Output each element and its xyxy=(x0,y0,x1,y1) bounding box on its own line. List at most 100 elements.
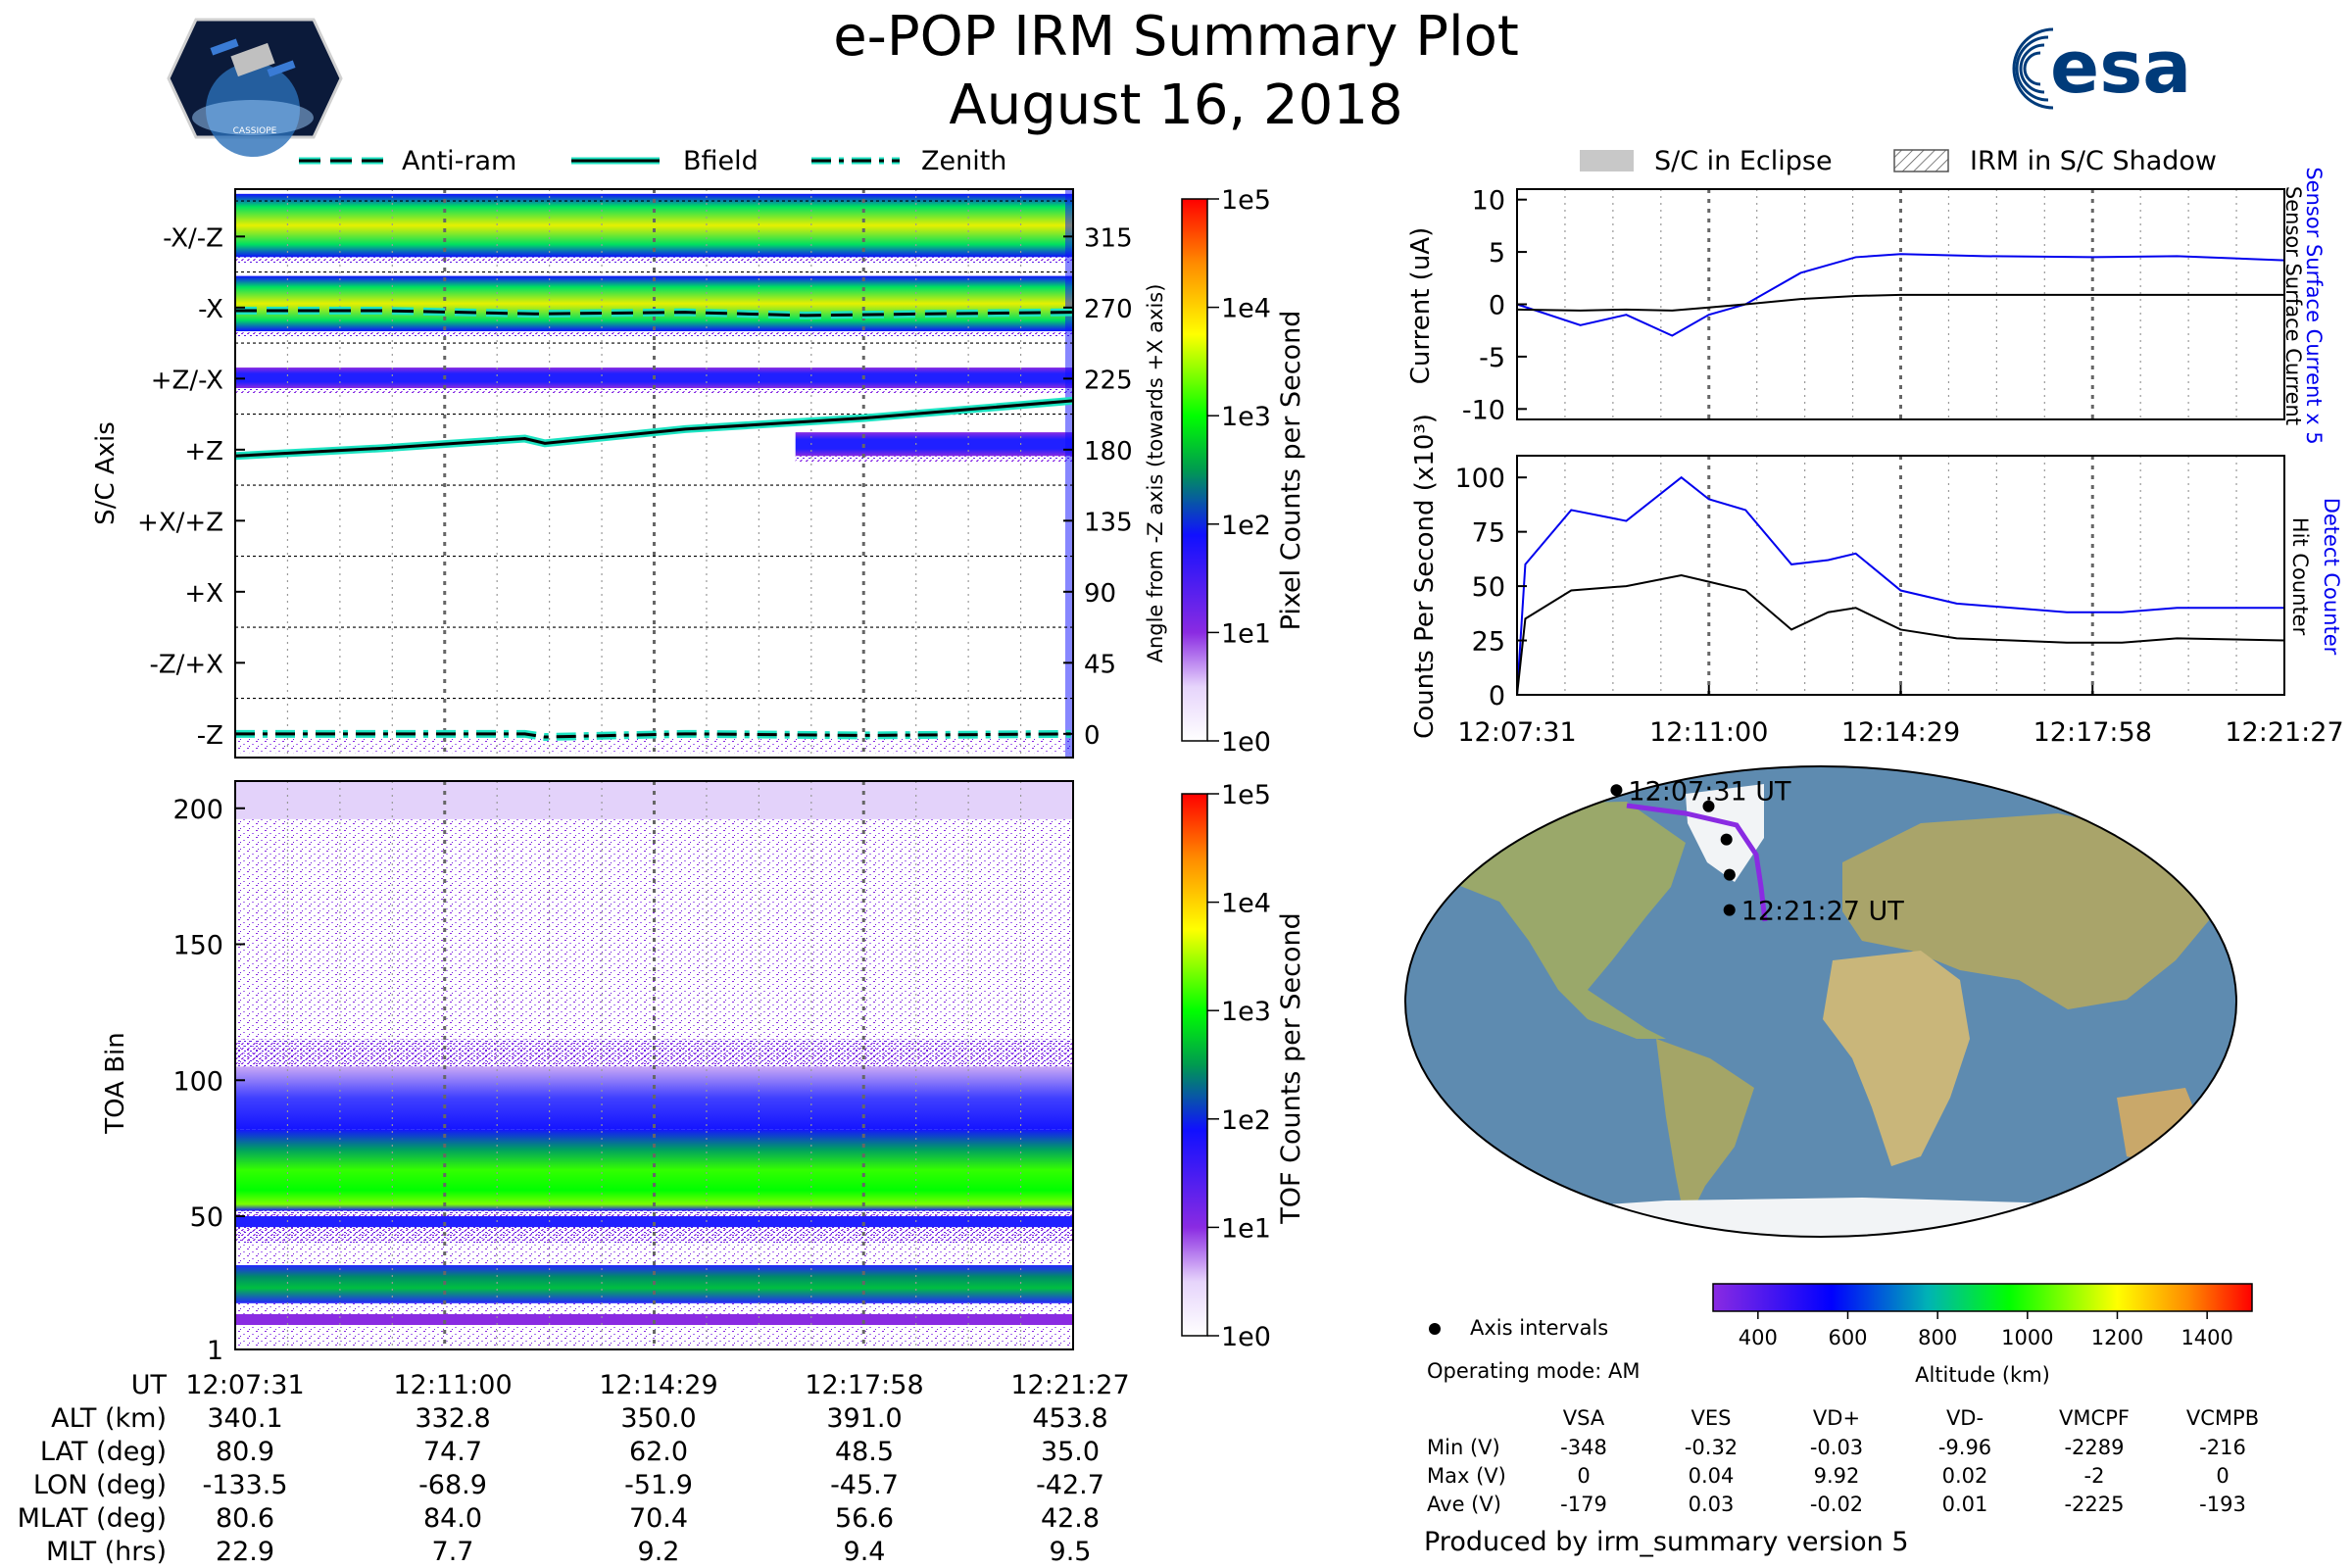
colorbar-tick-label: 1e3 xyxy=(1221,402,1271,432)
legend-bfield: Bfield xyxy=(683,146,759,176)
pixel-category-label: -Z/+X xyxy=(149,650,223,679)
voltage-cell: -0.03 xyxy=(1810,1436,1863,1459)
operating-mode: Operating mode: AM xyxy=(1427,1359,1640,1383)
pixel-category-label: -X xyxy=(198,295,223,324)
tof-lowest-band xyxy=(235,1313,1073,1326)
orbit-marker-4 xyxy=(1723,904,1736,916)
y-tick-label: 75 xyxy=(1472,518,1505,549)
voltage-cell: -0.02 xyxy=(1810,1493,1863,1516)
counter-x-tick-label: 12:07:31 xyxy=(1457,717,1576,748)
pixel-angle-tick-label: 180 xyxy=(1084,437,1133,466)
pixel-panel-ylabel: S/C Axis xyxy=(91,421,121,525)
series-sensor-surface-current-x-5 xyxy=(1516,253,2285,337)
voltage-cell: 0 xyxy=(1577,1464,1590,1488)
ut-tick-label: 12:11:00 xyxy=(393,1370,512,1400)
voltage-col-header: VD+ xyxy=(1813,1406,1860,1430)
ephem-cell: 80.6 xyxy=(216,1503,274,1534)
map-africa xyxy=(1823,951,1970,1166)
voltage-cell: 9.92 xyxy=(1814,1464,1860,1488)
pixel-panel-y2label: Angle from -Z axis (towards +X axis) xyxy=(1144,284,1167,663)
pixel-category-label: -X/-Z xyxy=(163,223,223,253)
pixel-angle-tick-label: 135 xyxy=(1084,508,1133,537)
trace-zenith xyxy=(235,732,1073,739)
counter-x-tick-label: 12:21:27 xyxy=(2225,717,2343,748)
axis-intervals-label: Axis intervals xyxy=(1470,1316,1608,1340)
pixel-band-edge-1 xyxy=(235,331,1073,337)
ephem-cell: 22.9 xyxy=(216,1537,274,1567)
ephem-cell: 391.0 xyxy=(826,1403,902,1434)
ephem-cell: 35.0 xyxy=(1041,1437,1100,1467)
ephem-cell: 9.4 xyxy=(844,1537,886,1567)
voltage-cell: -348 xyxy=(1560,1436,1607,1459)
ut-tick-label: 12:21:27 xyxy=(1010,1370,1129,1400)
pixel-angle-tick-label: 225 xyxy=(1084,366,1133,395)
ephem-cell: 340.1 xyxy=(207,1403,282,1434)
tof-colorbar-label: TOF Counts per Second xyxy=(1276,912,1306,1225)
ephem-cell: 62.0 xyxy=(629,1437,688,1467)
pixel-angle-tick-label: 90 xyxy=(1084,579,1116,609)
altitude-tick-label: 1200 xyxy=(2091,1326,2143,1349)
orbit-track xyxy=(1626,803,1768,922)
y-tick-label: 0 xyxy=(1489,681,1505,711)
ut-tick-label: 12:14:29 xyxy=(599,1370,717,1400)
esa-logo-text: esa xyxy=(2050,25,2191,110)
y-tick-label: 25 xyxy=(1472,627,1505,658)
ut-tick-label: 12:17:58 xyxy=(805,1370,923,1400)
voltage-cell: 0.02 xyxy=(1942,1464,1988,1488)
map-legend: Axis intervals Operating mode: AM xyxy=(1427,1316,1640,1383)
pixel-category-label: +X xyxy=(184,579,223,609)
axis-interval-marker-icon xyxy=(1429,1323,1441,1335)
tof-band-0 xyxy=(235,1129,1073,1211)
ephem-cell: 9.2 xyxy=(638,1537,680,1567)
trace-bfield xyxy=(235,399,1073,458)
voltage-col-header: VES xyxy=(1691,1406,1732,1430)
pixel-band-edge-2 xyxy=(235,388,1073,394)
ephem-cell: 70.4 xyxy=(629,1503,688,1534)
counter-right-label-black: Hit Counter xyxy=(2288,517,2312,636)
voltage-cell: -2225 xyxy=(2064,1493,2124,1516)
voltage-table: VSA VES VD+ VD- VMCPF VCMPB Min (V) -348 -0.32 -… xyxy=(1427,1406,2259,1516)
counter-x-tick-label: 12:17:58 xyxy=(2034,717,2152,748)
ephem-cell: 84.0 xyxy=(423,1503,482,1534)
voltage-row-label: Max (V) xyxy=(1427,1464,1506,1488)
footer-version: Produced by irm_summary version 5 xyxy=(1424,1527,1909,1557)
ephem-cell: -42.7 xyxy=(1036,1470,1104,1500)
orbit-marker-0 xyxy=(1610,784,1623,797)
counter-x-tick-label: 12:11:00 xyxy=(1649,717,1768,748)
voltage-cell: -216 xyxy=(2199,1436,2246,1459)
ephem-cell: 80.9 xyxy=(216,1437,274,1467)
voltage-cell: -193 xyxy=(2199,1493,2246,1516)
altitude-tick-label: 800 xyxy=(1918,1326,1957,1349)
voltage-row-label: Min (V) xyxy=(1427,1436,1500,1459)
map-south-america xyxy=(1656,1039,1754,1225)
ephemeris-table: UT 12:07:31 12:11:00 12:14:29 12:17:58 12:21… xyxy=(18,1370,1130,1567)
legend-top-left: Anti-ram Bfield Zenith xyxy=(299,146,1006,176)
pixel-angle-tick-label: 315 xyxy=(1084,223,1133,253)
ephem-cell: 350.0 xyxy=(620,1403,696,1434)
y-tick-label: 5 xyxy=(1489,238,1505,269)
pixel-band-0 xyxy=(235,193,1073,258)
voltage-cell: -0.32 xyxy=(1685,1436,1738,1459)
legend-shadow: IRM in S/C Shadow xyxy=(1970,146,2217,176)
ephem-row-label: LON (deg) xyxy=(33,1470,167,1500)
colorbar-tick-label: 1e4 xyxy=(1221,294,1271,324)
voltage-cell: 0.04 xyxy=(1689,1464,1735,1488)
voltage-col-header: VMCPF xyxy=(2059,1406,2130,1430)
colorbar-tick-label: 1e2 xyxy=(1221,511,1271,541)
voltage-cell: 0.03 xyxy=(1689,1493,1735,1516)
ephem-cell: 56.6 xyxy=(835,1503,894,1534)
orbit-marker-1 xyxy=(1702,800,1715,812)
colorbar-tick-label: 1e2 xyxy=(1221,1105,1271,1136)
colorbar-tick-label: 1e0 xyxy=(1221,727,1271,758)
cassiope-logo-text: CASSIOPE xyxy=(233,126,277,136)
cassiope-logo: CASSIOPE xyxy=(167,18,343,157)
pixel-colorbar-label: Pixel Counts per Second xyxy=(1276,311,1306,631)
counter-panel: 100 75 50 25 0 12:07:31 12:11:00 12:14:29 12:17… xyxy=(1410,414,2344,748)
ephem-row-label: LAT (deg) xyxy=(40,1437,167,1467)
series-sensor-surface-current xyxy=(1516,293,2284,312)
tof-tick-label: 150 xyxy=(172,931,223,961)
orbit-marker-label: 12:21:27 UT xyxy=(1741,897,1905,927)
ut-tick-label: 12:07:31 xyxy=(185,1370,304,1400)
tof-tick-label: 1 xyxy=(207,1336,223,1366)
pixel-band-1 xyxy=(235,275,1073,331)
